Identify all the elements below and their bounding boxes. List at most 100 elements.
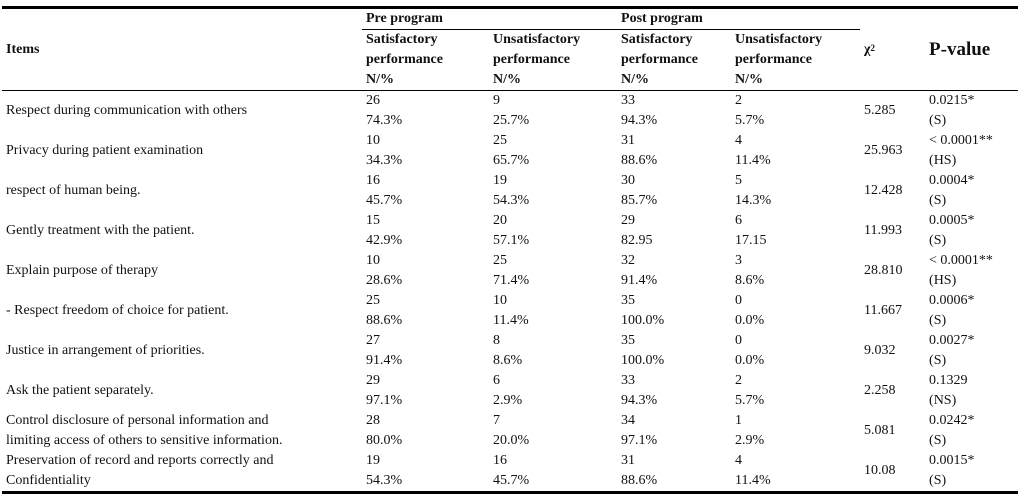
count: 8 bbox=[493, 333, 500, 348]
count: 33 bbox=[621, 93, 636, 108]
pre-satisfactory-cell: 16 45.7% bbox=[362, 171, 489, 211]
count: 31 bbox=[621, 453, 636, 468]
percent: 100.0% bbox=[621, 353, 665, 368]
count: 4 bbox=[735, 453, 743, 468]
significance: (HS) bbox=[929, 153, 957, 168]
table-body: Respect during communication with others… bbox=[2, 91, 1019, 494]
count: 6 bbox=[735, 213, 743, 228]
count: 32 bbox=[621, 253, 636, 268]
pre-unsatisfactory-cell: 25 65.7% bbox=[489, 131, 617, 171]
percent: 45.7% bbox=[493, 473, 530, 488]
count: 19 bbox=[366, 453, 380, 468]
header-line: Satisfactory bbox=[621, 32, 693, 47]
chi-square-cell: 11.667 bbox=[864, 303, 903, 318]
post-satisfactory-cell: 33 94.3% bbox=[617, 91, 731, 132]
percent: 91.4% bbox=[621, 273, 658, 288]
chi-symbol: χ bbox=[864, 41, 871, 57]
table-row: Preservation of record and reports corre… bbox=[2, 451, 1019, 494]
pvalue: 0.0027* bbox=[929, 333, 975, 348]
item-line: Gently treatment with the patient. bbox=[6, 223, 195, 238]
post-unsatisfactory-cell: 0 0.0% bbox=[731, 331, 860, 371]
header-line: Unsatisfactory bbox=[493, 32, 581, 47]
table-row: Justice in arrangement of priorities. 27… bbox=[2, 331, 1018, 371]
header-line: Unsatisfactory bbox=[735, 32, 823, 47]
pre-satisfactory-cell: 26 74.3% bbox=[362, 91, 489, 132]
pre-satisfactory-cell: 29 97.1% bbox=[362, 371, 489, 411]
pvalue-cell: < 0.0001** (HS) bbox=[925, 251, 1018, 291]
post-satisfactory-cell: 30 85.7% bbox=[617, 171, 731, 211]
pvalue: 0.1329 bbox=[929, 373, 968, 388]
header-line: performance bbox=[621, 52, 698, 67]
table-row: - Respect freedom of choice for patient.… bbox=[2, 291, 1018, 331]
header-row-top: Items Pre program Post program χ2 P-valu… bbox=[2, 6, 1019, 91]
percent: 11.4% bbox=[735, 153, 771, 168]
count: 25 bbox=[493, 253, 507, 268]
post-unsatisfactory-header: Unsatisfactory performance N/% bbox=[731, 29, 861, 91]
pre-satisfactory-cell: 15 42.9% bbox=[362, 211, 489, 251]
count: 20 bbox=[493, 213, 507, 228]
item-line: Preservation of record and reports corre… bbox=[6, 453, 274, 468]
percent: 82.95 bbox=[621, 233, 653, 248]
percent: 0.0% bbox=[735, 353, 765, 368]
percent: 88.6% bbox=[366, 313, 403, 328]
item-line: Justice in arrangement of priorities. bbox=[6, 343, 205, 358]
pvalue: 0.0006* bbox=[929, 293, 975, 308]
significance: (S) bbox=[929, 233, 947, 248]
percent: 80.0% bbox=[366, 433, 403, 448]
pre-satisfactory-header: Satisfactory performance N/% bbox=[362, 29, 489, 91]
post-unsatisfactory-cell: 2 5.7% bbox=[731, 91, 860, 132]
post-satisfactory-cell: 34 97.1% bbox=[617, 411, 731, 451]
significance: (S) bbox=[929, 193, 947, 208]
percent: 45.7% bbox=[366, 193, 403, 208]
percent: 20.0% bbox=[493, 433, 530, 448]
count: 7 bbox=[493, 413, 500, 428]
percent: 65.7% bbox=[493, 153, 530, 168]
post-satisfactory-cell: 31 88.6% bbox=[617, 131, 731, 171]
pvalue: < 0.0001** bbox=[929, 133, 993, 148]
item-line: - Respect freedom of choice for patient. bbox=[6, 303, 229, 318]
count: 34 bbox=[621, 413, 636, 428]
results-table: Items Pre program Post program χ2 P-valu… bbox=[2, 6, 1019, 494]
post-unsatisfactory-cell: 2 5.7% bbox=[731, 371, 860, 411]
percent: 17.15 bbox=[735, 233, 767, 248]
percent: 97.1% bbox=[366, 393, 403, 408]
count: 2 bbox=[735, 373, 743, 388]
pre-unsatisfactory-header: Unsatisfactory performance N/% bbox=[489, 29, 618, 91]
percent: 71.4% bbox=[493, 273, 530, 288]
chi-square-cell: 11.993 bbox=[864, 223, 903, 238]
item-cell: Explain purpose of therapy bbox=[2, 251, 362, 291]
header-line: performance bbox=[493, 52, 570, 67]
percent: 42.9% bbox=[366, 233, 403, 248]
item-cell: Preservation of record and reports corre… bbox=[2, 451, 362, 494]
percent: 94.3% bbox=[621, 113, 658, 128]
item-cell: respect of human being. bbox=[2, 171, 362, 211]
item-cell: Gently treatment with the patient. bbox=[2, 211, 362, 251]
pre-unsatisfactory-cell: 25 71.4% bbox=[489, 251, 617, 291]
pre-satisfactory-cell: 19 54.3% bbox=[362, 451, 489, 494]
pre-unsatisfactory-cell: 9 25.7% bbox=[489, 91, 617, 132]
pre-satisfactory-cell: 27 91.4% bbox=[362, 331, 489, 371]
count: 2 bbox=[735, 93, 743, 108]
post-satisfactory-cell: 32 91.4% bbox=[617, 251, 731, 291]
pvalue-header: P-value bbox=[925, 6, 1019, 91]
items-header: Items bbox=[2, 6, 362, 91]
count: 30 bbox=[621, 173, 636, 188]
pvalue: 0.0004* bbox=[929, 173, 975, 188]
pre-unsatisfactory-cell: 19 54.3% bbox=[489, 171, 617, 211]
post-satisfactory-cell: 33 94.3% bbox=[617, 371, 731, 411]
chi-square-cell: 2.258 bbox=[864, 383, 896, 398]
percent: 74.3% bbox=[366, 113, 403, 128]
pvalue-cell: 0.0015* (S) bbox=[925, 451, 1019, 494]
count: 10 bbox=[366, 133, 380, 148]
item-cell: Justice in arrangement of priorities. bbox=[2, 331, 362, 371]
table-row: Control disclosure of personal informati… bbox=[2, 411, 1018, 451]
count: 15 bbox=[366, 213, 380, 228]
count: 19 bbox=[493, 173, 507, 188]
percent: 2.9% bbox=[493, 393, 523, 408]
percent: 14.3% bbox=[735, 193, 772, 208]
pre-unsatisfactory-cell: 16 45.7% bbox=[489, 451, 618, 494]
percent: 25.7% bbox=[493, 113, 530, 128]
count: 25 bbox=[366, 293, 380, 308]
percent: 2.9% bbox=[735, 433, 765, 448]
header-line: performance bbox=[735, 52, 812, 67]
